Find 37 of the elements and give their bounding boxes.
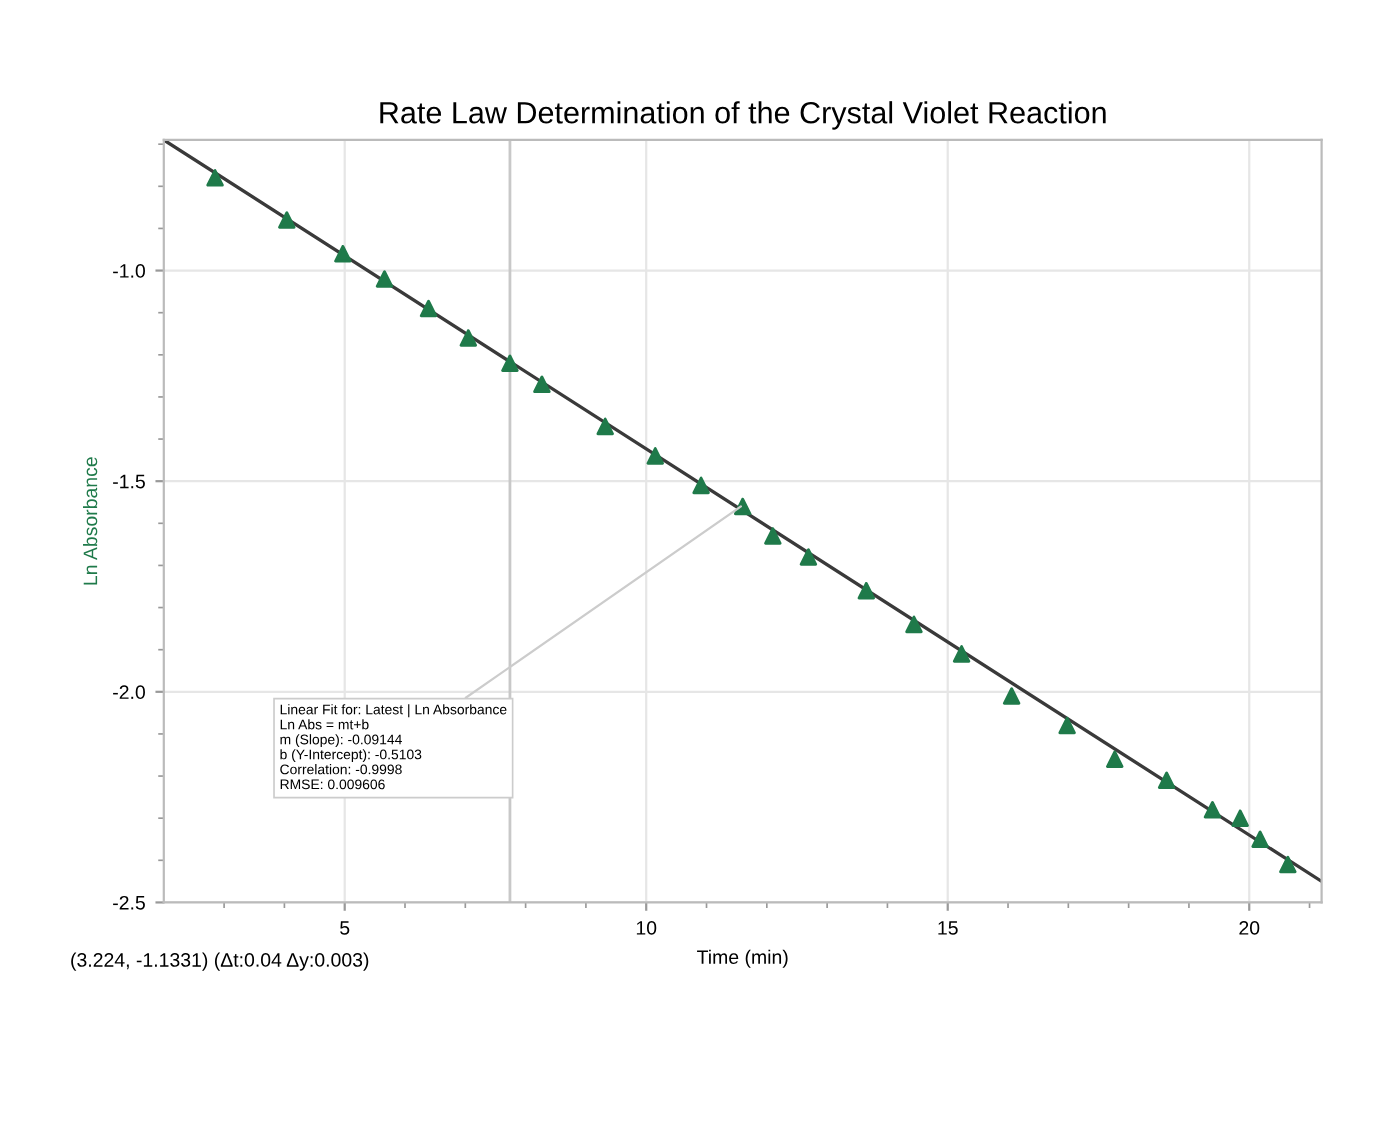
point xyxy=(1231,809,1249,827)
point xyxy=(905,615,923,634)
y-tick-label: -1.5 xyxy=(113,474,145,489)
point xyxy=(646,447,664,465)
y-axis-title: Ln Absorbance xyxy=(83,457,98,585)
point xyxy=(1157,771,1176,790)
point xyxy=(692,476,710,495)
x-tick-label: 10 xyxy=(636,921,657,935)
y-tick-label: -1.0 xyxy=(113,264,145,278)
point xyxy=(1203,801,1222,819)
point xyxy=(764,527,782,545)
point xyxy=(459,329,478,347)
x-axis-title: Time (min) xyxy=(697,949,788,968)
x-tick-label: 5 xyxy=(340,921,350,935)
point xyxy=(857,581,876,600)
point xyxy=(1279,855,1297,874)
point xyxy=(375,270,394,288)
x-tick-label: 15 xyxy=(938,921,958,935)
point xyxy=(733,497,752,516)
point xyxy=(1002,687,1021,705)
point xyxy=(278,211,296,229)
y-tick-label: -2.5 xyxy=(113,895,145,910)
point xyxy=(1058,716,1076,735)
point xyxy=(206,169,224,187)
x-tick-label: 20 xyxy=(1239,921,1260,935)
point xyxy=(952,645,971,663)
point xyxy=(799,548,818,566)
chart-title: Rate Law Determination of the Crystal Violet Reaction xyxy=(380,101,1106,130)
point xyxy=(419,299,438,318)
point xyxy=(533,375,551,394)
point xyxy=(1106,750,1124,768)
y-tick-label: -2.0 xyxy=(113,685,145,700)
point xyxy=(596,417,614,436)
point xyxy=(334,244,352,263)
point xyxy=(501,354,519,372)
point xyxy=(1251,830,1269,848)
text: (3.224, -1.1331) (Δt:0.04 Δy:0.003) xyxy=(71,952,369,971)
